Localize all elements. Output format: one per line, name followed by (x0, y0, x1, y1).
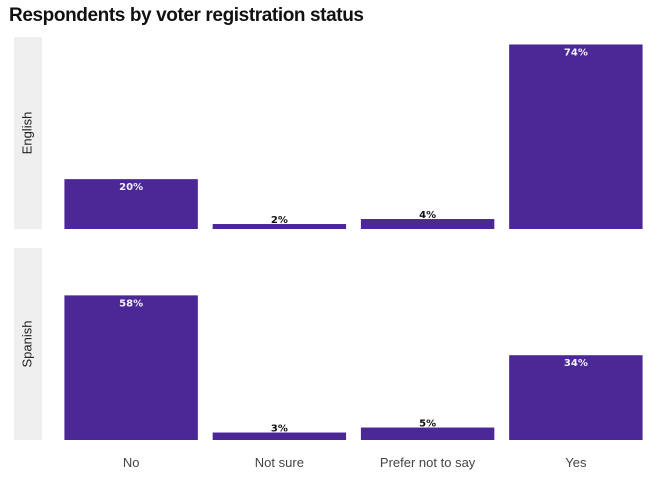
data-label-spanish-yes: 34% (564, 358, 588, 369)
facet-label-english: English (19, 112, 34, 155)
facet-strip-english (14, 37, 42, 229)
bar-english-no (64, 179, 198, 229)
facet-strip-spanish (14, 248, 42, 440)
bar-spanish-prefer-not-to-say (360, 427, 495, 440)
data-label-english-prefer-not-to-say: 4% (419, 210, 436, 221)
data-label-english-yes: 74% (564, 47, 588, 58)
bar-english-prefer-not-to-say (360, 219, 495, 229)
data-label-english-not-sure: 2% (271, 215, 288, 226)
data-label-spanish-not-sure: 3% (271, 424, 288, 435)
data-label-spanish-prefer-not-to-say: 5% (419, 419, 436, 430)
bar-english-not-sure (212, 224, 347, 229)
x-tick-label-no: No (123, 455, 140, 470)
data-label-english-no: 20% (119, 182, 143, 193)
bar-spanish-not-sure (212, 432, 347, 440)
bar-spanish-yes (509, 355, 643, 440)
data-label-spanish-no: 58% (119, 298, 143, 309)
bar-spanish-no (64, 295, 198, 440)
bar-english-yes (509, 44, 643, 230)
x-tick-label-prefer-not-to-say: Prefer not to say (380, 455, 476, 470)
chart-title: Respondents by voter registration status (9, 5, 364, 26)
x-tick-label-not-sure: Not sure (255, 455, 304, 470)
x-tick-label-yes: Yes (565, 455, 587, 470)
facet-label-spanish: Spanish (19, 321, 34, 368)
